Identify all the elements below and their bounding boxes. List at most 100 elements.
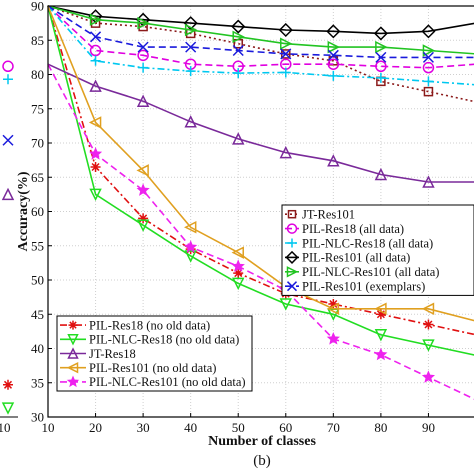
marker-diamond <box>183 16 198 31</box>
marker-triangle-left <box>231 246 244 259</box>
marker-triangle-down <box>184 250 197 263</box>
left-strip-tick: 10 <box>0 420 11 435</box>
marker-triangle-up <box>184 115 197 128</box>
legend-lower-left: PIL-Res18 (no old data)PIL-NLC-Res18 (no… <box>56 315 253 392</box>
marker-star <box>421 370 436 383</box>
marker-triangle-right <box>327 40 341 54</box>
marker-triangle-up <box>232 132 245 145</box>
series-line <box>47 5 474 35</box>
legend-label: PIL-Res18 (no old data) <box>89 318 210 332</box>
marker-x <box>375 51 387 63</box>
marker-triangle-left <box>88 116 102 129</box>
marker-triangle-left <box>326 302 340 315</box>
legend-label: PIL-Res101 (no old data) <box>89 361 216 375</box>
marker-plus <box>375 72 386 83</box>
marker-x <box>280 48 292 60</box>
y-tick-label: 65 <box>31 170 44 185</box>
series-line <box>47 5 474 322</box>
y-tick-label: 35 <box>31 375 44 390</box>
y-tick-label: 70 <box>31 136 44 151</box>
series-4 <box>47 5 474 41</box>
legend-item: PIL-NLC-Res101 (all data) <box>285 265 439 279</box>
legend-label: PIL-Res101 (all data) <box>302 251 410 265</box>
marker-triangle-right <box>286 266 299 278</box>
marker-asterisk <box>90 161 101 172</box>
legend-label: PIL-Res101 (exemplars) <box>302 280 425 294</box>
marker-triangle-up <box>1 187 15 201</box>
marker-triangle-down <box>89 188 102 202</box>
marker-x <box>90 31 102 43</box>
marker-triangle-up <box>422 175 435 188</box>
x-tick-label: 70 <box>327 420 340 435</box>
legend-item: JT-Res101 <box>285 208 355 222</box>
marker-diamond <box>231 19 246 34</box>
legend-item: JT-Res18 <box>60 347 136 361</box>
series-9 <box>47 63 474 188</box>
marker-triangle-left <box>136 164 149 177</box>
marker-asterisk <box>138 213 149 224</box>
marker-triangle-up <box>327 154 340 167</box>
legend-label: PIL-NLC-Res101 (all data) <box>302 265 439 279</box>
marker-asterisk <box>375 309 386 320</box>
y-tick-label: 80 <box>31 67 44 82</box>
legend-label: JT-Res101 <box>302 208 355 222</box>
marker-x <box>185 41 197 53</box>
y-tick-label: 55 <box>31 238 44 253</box>
marker-triangle-left <box>183 221 197 234</box>
marker-triangle-up <box>279 145 292 159</box>
marker-plus <box>423 76 434 87</box>
marker-triangle-down <box>422 339 435 352</box>
marker-triangle-up <box>374 167 388 181</box>
marker-triangle-up <box>67 347 79 359</box>
legend-item: PIL-Res18 (no old data) <box>60 318 210 332</box>
marker-plus <box>287 238 297 248</box>
marker-triangle-left <box>66 361 79 374</box>
marker-plus <box>3 74 13 85</box>
legend-item: PIL-Res101 (no old data) <box>60 361 216 375</box>
legend-label: PIL-Res18 (all data) <box>302 222 404 236</box>
x-tick-label: 10 <box>42 420 55 435</box>
y-tick-label: 90 <box>31 0 44 14</box>
legend-item: PIL-NLC-Res18 (all data) <box>285 236 433 250</box>
marker-plus <box>185 66 196 77</box>
marker-triangle-left <box>421 302 435 315</box>
left-panel-strip: 10 <box>0 60 18 435</box>
marker-star <box>231 259 245 272</box>
y-tick-label: 40 <box>31 341 44 356</box>
series-line <box>47 5 474 69</box>
y-tick-label: 75 <box>31 101 44 116</box>
marker-triangle-right <box>89 13 103 26</box>
marker-plus <box>138 62 149 73</box>
legend-label: JT-Res18 <box>89 347 136 361</box>
marker-asterisk <box>233 268 244 279</box>
marker-x <box>286 281 298 292</box>
series-line <box>47 5 474 59</box>
series-layer <box>47 5 474 400</box>
marker-star <box>326 331 340 345</box>
marker-triangle-right <box>137 16 150 30</box>
marker-triangle-down <box>279 298 292 311</box>
marker-diamond <box>326 24 341 39</box>
marker-star <box>184 240 198 253</box>
marker-x <box>327 49 339 61</box>
x-tick-label: 20 <box>89 420 102 435</box>
x-tick-label: 80 <box>374 420 387 435</box>
marker-circle <box>422 61 435 74</box>
x-tick-label: 90 <box>422 420 435 435</box>
marker-star <box>88 147 103 160</box>
legend-label: PIL-NLC-Res101 (no old data) <box>89 375 246 389</box>
x-tick-label: 60 <box>279 420 292 435</box>
series-line <box>47 63 474 183</box>
subfigure-caption: (b) <box>253 453 271 469</box>
marker-triangle-right <box>232 30 245 44</box>
series-8 <box>47 5 474 356</box>
series-line <box>47 5 474 356</box>
x-axis-label: Number of classes <box>208 434 316 449</box>
legend-item: PIL-Res18 (all data) <box>285 222 404 236</box>
legend-item: PIL-Res101 (exemplars) <box>285 280 425 294</box>
marker-x <box>232 44 244 57</box>
marker-circle <box>375 60 387 73</box>
x-tick-label: 50 <box>232 420 245 435</box>
y-tick-label: 85 <box>31 33 44 48</box>
